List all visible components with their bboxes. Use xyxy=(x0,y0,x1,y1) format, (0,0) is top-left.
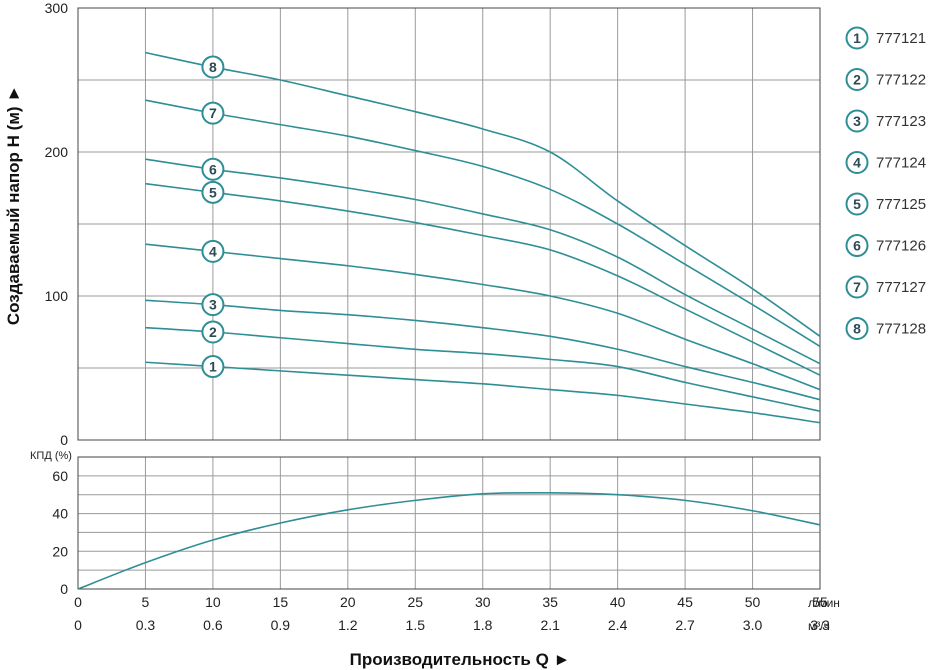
y-axis-title-efficiency: КПД (%) xyxy=(30,450,72,462)
legend-entry-777125: 777125 xyxy=(876,196,926,213)
x-tick-label-lmin: 55 xyxy=(812,594,828,610)
x-tick-label-lmin: 45 xyxy=(677,594,693,610)
legend-marker-2 xyxy=(845,68,869,91)
x-tick-label-m3h: 0.6 xyxy=(203,617,223,633)
grid xyxy=(78,8,820,589)
curve-marker-label-8: 8 xyxy=(209,59,217,75)
head-curve-777124 xyxy=(145,243,821,391)
x-unit-m3h: м³/ч xyxy=(808,619,830,633)
curve-marker-8 xyxy=(201,55,225,79)
head-curves xyxy=(145,51,821,424)
curve-marker-label-3: 3 xyxy=(209,297,217,313)
curve-marker-label-7: 7 xyxy=(209,105,217,121)
head-curve-777127 xyxy=(145,99,821,348)
legend-marker-6 xyxy=(845,234,869,257)
x-tick-label-m3h: 2.1 xyxy=(540,617,560,633)
legend-entry-777127: 777127 xyxy=(876,279,926,296)
legend-marker-8 xyxy=(845,317,869,340)
legend-entry-777122: 777122 xyxy=(876,72,926,89)
curve-marker-6 xyxy=(201,157,225,181)
legend-marker-label-4: 4 xyxy=(853,155,861,171)
legend-marker-label-8: 8 xyxy=(853,321,861,337)
y-tick-label-efficiency: 0 xyxy=(60,581,68,597)
plot-frames xyxy=(77,7,821,590)
y-tick-label-head: 300 xyxy=(45,0,69,16)
head-curve-777122 xyxy=(145,326,821,412)
x-tick-label-m3h: 3.3 xyxy=(810,617,830,633)
curve-marker-5 xyxy=(201,180,225,204)
head-curve-777128 xyxy=(145,51,821,337)
y-tick-label-head: 0 xyxy=(60,432,68,448)
legend-marker-label-3: 3 xyxy=(853,113,861,129)
curve-marker-1 xyxy=(201,355,225,379)
curve-marker-label-2: 2 xyxy=(209,324,217,340)
curve-marker-4 xyxy=(201,239,225,263)
curve-marker-label-6: 6 xyxy=(209,161,217,177)
x-tick-label-lmin: 50 xyxy=(745,594,761,610)
efficiency-plot-frame xyxy=(77,456,821,590)
legend-entry-777124: 777124 xyxy=(876,155,926,172)
x-tick-label-m3h: 1.2 xyxy=(338,617,358,633)
x-tick-label-lmin: 5 xyxy=(142,594,150,610)
legend-marker-label-2: 2 xyxy=(853,72,861,88)
x-tick-label-m3h: 0.9 xyxy=(271,617,291,633)
x-tick-label-lmin: 15 xyxy=(273,594,289,610)
head-curve-777123 xyxy=(145,299,821,401)
curve-marker-label-1: 1 xyxy=(209,359,217,375)
y-axis-title-head: Создаваемый напор H (м) ► xyxy=(4,85,23,325)
x-tick-label-m3h: 2.4 xyxy=(608,617,628,633)
curve-marker-label-4: 4 xyxy=(209,243,217,259)
legend-marker-label-6: 6 xyxy=(853,238,861,254)
x-tick-label-lmin: 10 xyxy=(205,594,221,610)
legend-marker-label-1: 1 xyxy=(853,30,861,46)
head-plot-frame xyxy=(77,7,821,441)
curve-marker-2 xyxy=(201,320,225,344)
legend-entry-777128: 777128 xyxy=(876,321,926,338)
y-tick-label-efficiency: 60 xyxy=(52,468,68,484)
x-tick-label-lmin: 40 xyxy=(610,594,626,610)
x-tick-label-m3h: 1.5 xyxy=(406,617,426,633)
y-tick-label-head: 200 xyxy=(45,144,69,160)
y-tick-label-head: 100 xyxy=(45,288,69,304)
x-tick-label-m3h: 2.7 xyxy=(675,617,695,633)
y-tick-label-efficiency: 20 xyxy=(52,543,68,559)
x-tick-label-lmin: 35 xyxy=(542,594,558,610)
curve-marker-7 xyxy=(201,101,225,125)
legend-entry-777126: 777126 xyxy=(876,238,926,255)
legend: 1 777121 2 777122 3 777123 4 777124 5 777125 6 7771… xyxy=(845,26,926,340)
x-tick-label-lmin: 25 xyxy=(407,594,423,610)
y-tick-label-efficiency: 40 xyxy=(52,506,68,522)
x-tick-label-lmin: 0 xyxy=(74,594,82,610)
curve-marker-3 xyxy=(201,293,225,317)
x-tick-label-lmin: 30 xyxy=(475,594,491,610)
legend-entry-777121: 777121 xyxy=(876,30,926,47)
legend-entry-777123: 777123 xyxy=(876,113,926,130)
legend-marker-3 xyxy=(845,109,869,133)
x-tick-label-m3h: 1.8 xyxy=(473,617,493,633)
x-unit-lmin: л/мин xyxy=(808,596,840,610)
head-curve-777121 xyxy=(145,361,821,424)
head-curve-777125 xyxy=(145,182,821,376)
head-curve-777126 xyxy=(145,158,821,365)
x-axis-title: Производительность Q ► xyxy=(350,650,571,669)
efficiency-curve xyxy=(77,491,821,590)
curve-marker-label-5: 5 xyxy=(209,184,217,200)
efficiency-curve-group xyxy=(77,491,821,590)
legend-marker-1 xyxy=(845,26,869,50)
x-tick-label-m3h: 0.3 xyxy=(136,617,156,633)
legend-marker-label-7: 7 xyxy=(853,279,861,295)
curve-markers: 1 2 3 4 5 6 7 8 xyxy=(201,55,225,379)
x-tick-label-m3h: 0 xyxy=(74,617,82,633)
legend-marker-7 xyxy=(845,275,869,299)
legend-marker-label-5: 5 xyxy=(853,196,861,212)
legend-marker-4 xyxy=(845,151,869,174)
legend-marker-5 xyxy=(845,192,869,216)
x-tick-label-lmin: 20 xyxy=(340,594,356,610)
x-tick-label-m3h: 3.0 xyxy=(743,617,763,633)
